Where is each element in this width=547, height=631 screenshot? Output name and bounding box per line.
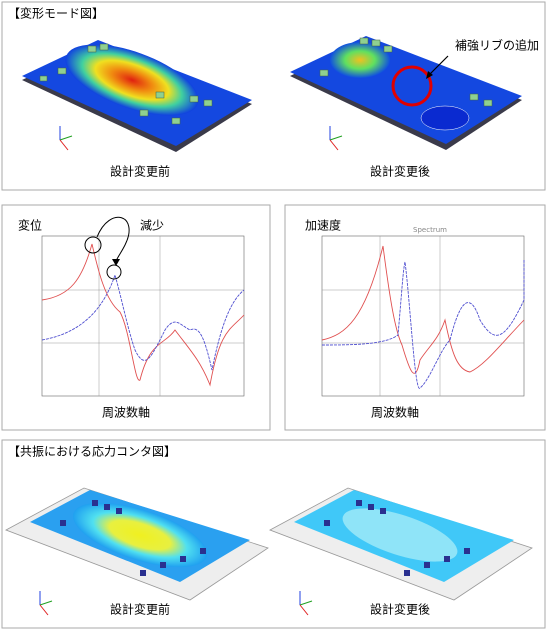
panel-title: 【変形モード図】 <box>8 6 104 21</box>
axis-label: 周波数軸 <box>102 405 150 420</box>
caption: 設計変更前 <box>110 602 170 617</box>
axis-label: 周波数軸 <box>371 405 419 420</box>
axis-icon <box>39 591 313 616</box>
axis-icon <box>59 126 343 151</box>
panel-title: 【共振における応力コンタ図】 <box>8 445 176 459</box>
annotation: 減少 <box>140 218 164 233</box>
plot <box>321 235 525 397</box>
chart-subtitle: Spectrum <box>413 226 447 234</box>
annotation: 補強リブの追加 <box>455 38 539 53</box>
chart-title: 加速度 <box>305 218 341 233</box>
fea-model <box>22 40 252 152</box>
fea-model <box>290 36 522 150</box>
caption: 設計変更前 <box>110 164 170 179</box>
caption: 設計変更後 <box>370 164 430 179</box>
fea-model <box>5 487 269 601</box>
chart-title: 変位 <box>18 218 42 233</box>
caption: 設計変更後 <box>370 602 430 617</box>
fea-model <box>269 487 533 601</box>
plot <box>41 216 245 397</box>
